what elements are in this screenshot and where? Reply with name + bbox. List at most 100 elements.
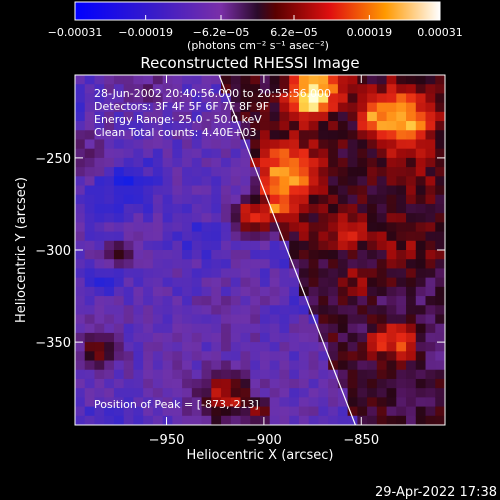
heatmap-cell [143, 231, 154, 242]
heatmap-cell [415, 250, 427, 260]
heatmap-cell [415, 84, 427, 95]
heatmap-cell [94, 157, 105, 168]
heatmap-cell [143, 157, 154, 168]
heatmap-cell [162, 185, 173, 196]
heatmap-cell [337, 259, 349, 270]
heatmap-cell [250, 406, 261, 417]
colorbar-tick-label: 0.00031 [417, 26, 463, 39]
heatmap-cell [211, 102, 222, 113]
heatmap-cell [298, 388, 310, 398]
heatmap-cell [415, 213, 427, 223]
heatmap-cell [260, 157, 271, 168]
heatmap-cell [152, 148, 164, 159]
heatmap-cell [337, 268, 349, 279]
heatmap-cell [406, 130, 417, 141]
heatmap-cell [328, 75, 339, 85]
axis-ticks: −950 −900 −850 −250 −300 −350 [35, 75, 445, 448]
heatmap-cell [221, 203, 232, 214]
heatmap-cell [425, 342, 436, 352]
heatmap-cell [152, 157, 164, 168]
heatmap-cell [406, 213, 417, 223]
heatmap-cell [75, 369, 86, 380]
heatmap-cell [308, 203, 320, 214]
heatmap-cell [415, 231, 427, 242]
heatmap-cell [221, 213, 232, 223]
heatmap-cell [84, 332, 96, 343]
heatmap-cell [250, 222, 261, 233]
heatmap-cell [308, 231, 320, 242]
heatmap-cell [260, 351, 271, 362]
heatmap-cell [211, 250, 222, 260]
heatmap-cell [386, 176, 397, 187]
heatmap-cell [357, 139, 368, 150]
heatmap-cell [337, 406, 349, 417]
heatmap-cell [289, 369, 300, 380]
heatmap-cell [406, 397, 417, 408]
heatmap-cell [406, 277, 417, 288]
heatmap-cell [152, 397, 164, 408]
heatmap-cell [308, 75, 320, 85]
heatmap-cell [308, 111, 320, 122]
heatmap-cell [308, 360, 320, 371]
heatmap-cell [415, 185, 427, 196]
heatmap-cell [152, 167, 164, 177]
heatmap-cell [230, 286, 242, 297]
heatmap-cell [75, 342, 86, 352]
heatmap-cell [84, 185, 96, 196]
heatmap-cell [279, 93, 290, 104]
heatmap-cell [240, 75, 251, 85]
heatmap-cell [337, 84, 349, 95]
heatmap-cell [172, 397, 183, 408]
heatmap-cell [308, 397, 320, 408]
heatmap-cell [250, 351, 261, 362]
heatmap-cell [152, 314, 164, 325]
heatmap-cell [337, 360, 349, 371]
heatmap-cell [123, 231, 135, 242]
heatmap-cell [357, 121, 368, 131]
heatmap-cell [269, 111, 281, 122]
heatmap-cell [415, 194, 427, 205]
annotation-line: Detectors: 3F 4F 5F 6F 7F 8F 9F [94, 100, 269, 113]
heatmap-cell [94, 102, 105, 113]
heatmap-cell [104, 222, 115, 233]
heatmap-cell [133, 397, 144, 408]
heatmap-cell [250, 286, 261, 297]
heatmap-cell [104, 93, 115, 104]
heatmap-cell [298, 148, 310, 159]
heatmap-cell [123, 93, 135, 104]
heatmap-cell [182, 332, 193, 343]
heatmap-cell [357, 231, 368, 242]
heatmap-cell [376, 93, 388, 104]
heatmap-cell [396, 406, 407, 417]
heatmap-cell [84, 222, 96, 233]
heatmap-cell [162, 305, 173, 316]
heatmap-cell [84, 268, 96, 279]
heatmap-cell [260, 397, 271, 408]
heatmap-cell [357, 351, 368, 362]
heatmap-cell [250, 121, 261, 131]
heatmap-cell [308, 250, 320, 260]
heatmap-cell [406, 157, 417, 168]
heatmap-cell [133, 369, 144, 380]
heatmap-cell [191, 388, 203, 398]
heatmap-cell [396, 342, 407, 352]
heatmap-cell [240, 314, 251, 325]
heatmap-cell [308, 121, 320, 131]
heatmap-cell [75, 185, 86, 196]
heatmap-cell [172, 277, 183, 288]
heatmap-cell [94, 250, 105, 260]
x-tick-label: −900 [246, 433, 282, 448]
heatmap-cell [279, 351, 290, 362]
heatmap-cell [435, 167, 445, 177]
heatmap-cell [104, 240, 115, 251]
heatmap-cell [367, 148, 378, 159]
heatmap-cell [221, 231, 232, 242]
heatmap-cell [191, 84, 203, 95]
heatmap-cell [328, 277, 339, 288]
heatmap-cell [396, 259, 407, 270]
heatmap-cell [123, 415, 135, 425]
heatmap-cell [152, 332, 164, 343]
heatmap-cell [240, 268, 251, 279]
heatmap-cell [211, 332, 222, 343]
heatmap-cell [133, 167, 144, 177]
